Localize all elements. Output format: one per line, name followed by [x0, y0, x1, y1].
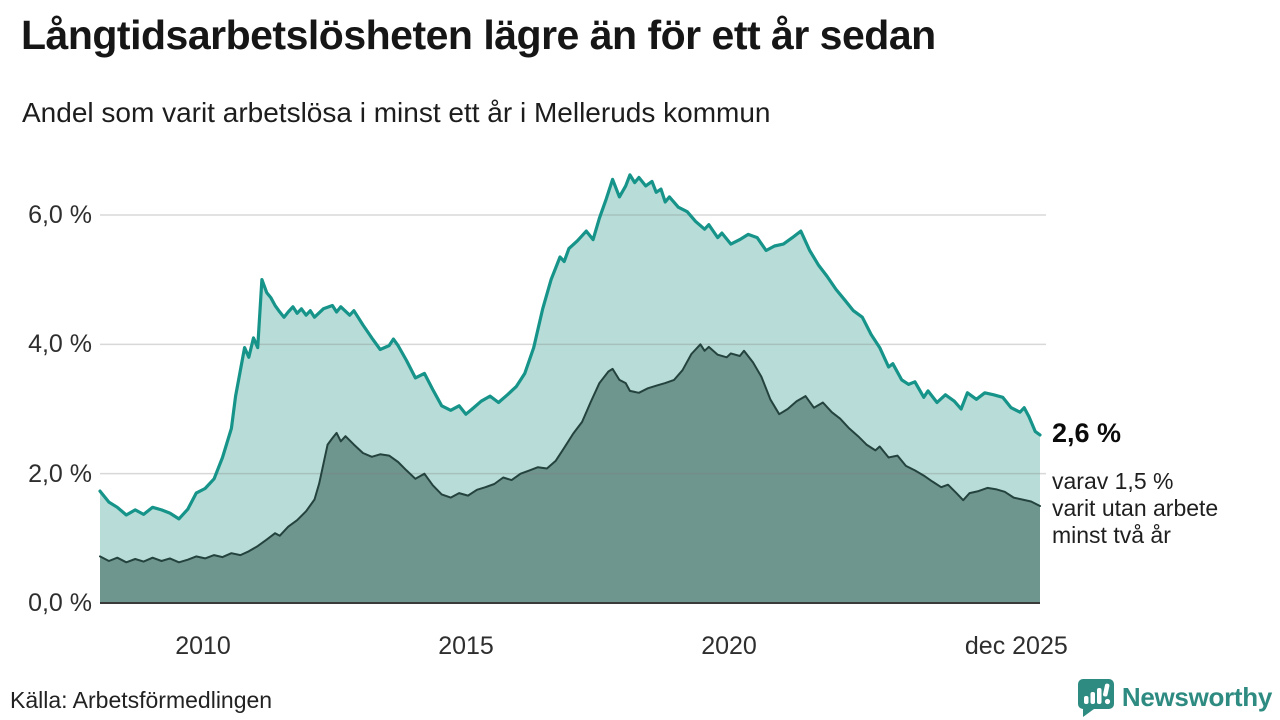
- exclamation-dot: [1104, 698, 1110, 705]
- x-axis-label-dec-2025: dec 2025: [964, 632, 1068, 660]
- series-line-0: [98, 173, 1042, 521]
- x-axis-label-2020: 2020: [701, 632, 757, 660]
- chart-subtitle: Andel som varit arbetslösa i minst ett å…: [22, 97, 771, 128]
- series-area-1: [100, 344, 1040, 603]
- annotation-detail-line2: varit utan arbete: [1052, 495, 1219, 521]
- y-axis-label-0: 0,0 %: [28, 589, 92, 617]
- page-title: Långtidsarbetslösheten lägre än för ett …: [21, 12, 936, 58]
- newsworthy-logo-icon: [1077, 679, 1114, 717]
- annotation-detail-line1: varav 1,5 %: [1052, 468, 1174, 494]
- bar-medium: [1090, 692, 1095, 704]
- series-line-1: [99, 343, 1041, 564]
- source-attribution: Källa: Arbetsförmedlingen: [10, 687, 273, 713]
- bar-tall: [1096, 688, 1102, 704]
- x-axis-label-2015: 2015: [438, 632, 494, 660]
- latest-value-annotation: 2,6 %: [1052, 418, 1122, 448]
- annotation-detail: varav 1,5 % varit utan arbete minst två …: [1052, 468, 1218, 549]
- y-axis-label-2: 2,0 %: [28, 459, 92, 488]
- x-axis-label-2010: 2010: [175, 632, 231, 660]
- newsworthy-branding: Newsworthy: [1076, 677, 1272, 717]
- newsworthy-wordmark: Newsworthy: [1121, 681, 1272, 712]
- bar-small: [1083, 696, 1089, 704]
- exclamation-stem: [1102, 683, 1110, 697]
- y-axis-label-4: 4,0 %: [28, 330, 92, 359]
- y-axis-label-6: 6,0 %: [28, 200, 92, 229]
- annotation-detail-line3: minst två år: [1052, 522, 1171, 548]
